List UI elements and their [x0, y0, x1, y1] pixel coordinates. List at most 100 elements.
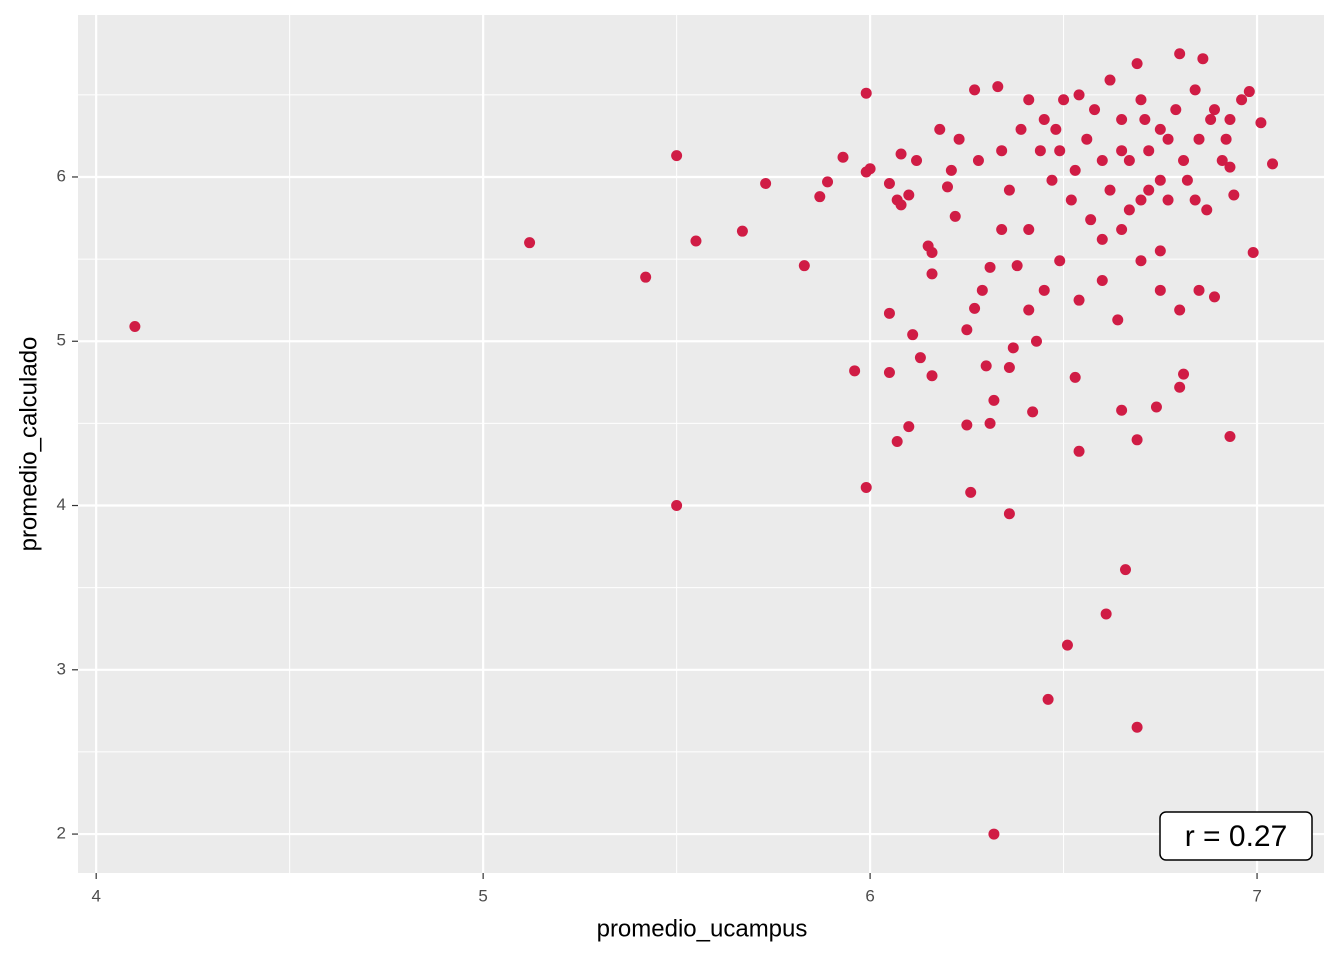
- point: [891, 435, 903, 447]
- y-tick-label: 6: [57, 166, 66, 185]
- point: [1243, 86, 1255, 98]
- point: [1205, 113, 1217, 125]
- point: [1003, 508, 1015, 520]
- point: [1181, 174, 1193, 186]
- point: [860, 87, 872, 99]
- point: [914, 352, 926, 364]
- point: [1116, 145, 1128, 157]
- point: [969, 302, 981, 314]
- point: [976, 284, 988, 296]
- point: [736, 225, 748, 237]
- point: [883, 366, 895, 378]
- point: [849, 365, 861, 377]
- point: [1224, 161, 1236, 173]
- point: [1112, 314, 1124, 326]
- point: [949, 210, 961, 222]
- point: [992, 81, 1004, 93]
- point: [1193, 133, 1205, 145]
- point: [1003, 184, 1015, 196]
- point: [1003, 362, 1015, 374]
- point: [934, 123, 946, 135]
- point: [1228, 189, 1240, 201]
- point: [1123, 204, 1135, 216]
- point: [1247, 247, 1259, 259]
- x-tick-label: 6: [865, 886, 874, 905]
- point: [1193, 284, 1205, 296]
- point: [1189, 194, 1201, 206]
- y-tick-label: 3: [57, 659, 66, 678]
- point: [1174, 304, 1186, 316]
- point: [1162, 133, 1174, 145]
- point: [129, 320, 141, 332]
- point: [1143, 145, 1155, 157]
- point: [1104, 184, 1116, 196]
- annotation-box: r = 0.27: [1159, 811, 1313, 861]
- point: [1065, 194, 1077, 206]
- point: [1154, 245, 1166, 257]
- point: [1174, 48, 1186, 60]
- point: [1050, 123, 1062, 135]
- point: [1154, 123, 1166, 135]
- point: [1170, 104, 1182, 116]
- panel: [78, 15, 1324, 873]
- point: [903, 421, 915, 433]
- point: [1189, 84, 1201, 96]
- point: [1220, 133, 1232, 145]
- point: [903, 189, 915, 201]
- x-tick-label: 5: [478, 886, 487, 905]
- point: [1224, 113, 1236, 125]
- point: [926, 268, 938, 280]
- point: [1119, 564, 1131, 576]
- annotation-frame: [1159, 811, 1313, 861]
- point: [1058, 94, 1070, 106]
- point: [1023, 94, 1035, 106]
- point: [1096, 155, 1108, 167]
- point: [941, 181, 953, 193]
- point: [1061, 639, 1073, 651]
- point: [814, 191, 826, 203]
- point: [1023, 224, 1035, 236]
- point: [907, 329, 919, 341]
- point: [798, 260, 810, 272]
- point: [1042, 693, 1054, 705]
- point: [1011, 260, 1023, 272]
- point: [1089, 104, 1101, 116]
- point: [953, 133, 965, 145]
- point: [961, 324, 973, 336]
- point: [1131, 58, 1143, 70]
- point: [1027, 406, 1039, 418]
- point: [1131, 721, 1143, 733]
- point: [1069, 371, 1081, 383]
- point: [945, 164, 957, 176]
- point: [1081, 133, 1093, 145]
- point: [760, 178, 772, 190]
- y-tick-label: 2: [57, 824, 66, 843]
- point: [690, 235, 702, 247]
- y-tick-label: 5: [57, 331, 66, 350]
- x-axis-title: promedio_ucampus: [597, 915, 808, 942]
- point: [1178, 155, 1190, 167]
- point: [1007, 342, 1019, 354]
- point: [1046, 174, 1058, 186]
- point: [1100, 608, 1112, 620]
- point: [1150, 401, 1162, 413]
- point: [1073, 89, 1085, 101]
- y-tick-label: 4: [57, 495, 66, 514]
- point: [1201, 204, 1213, 216]
- point: [1139, 113, 1151, 125]
- point: [980, 360, 992, 372]
- point: [1085, 214, 1097, 226]
- point: [1073, 294, 1085, 306]
- point: [1178, 368, 1190, 380]
- point: [837, 151, 849, 163]
- point: [864, 163, 876, 175]
- point: [926, 247, 938, 259]
- point: [1224, 431, 1236, 443]
- point: [1096, 274, 1108, 286]
- point: [822, 176, 834, 188]
- point: [1162, 194, 1174, 206]
- point: [911, 155, 923, 167]
- point: [1255, 117, 1267, 129]
- point: [1131, 434, 1143, 446]
